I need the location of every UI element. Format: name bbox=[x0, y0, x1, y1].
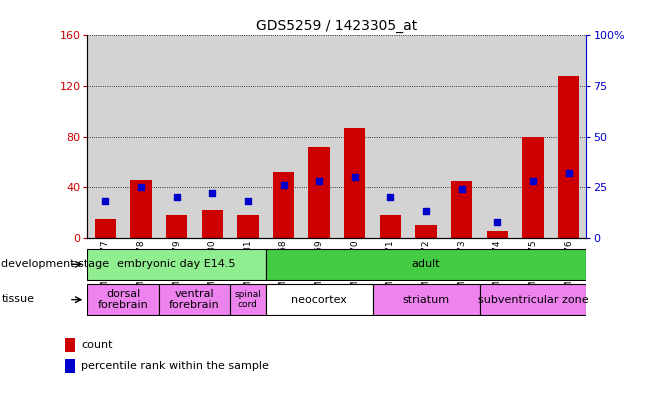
Text: count: count bbox=[82, 340, 113, 350]
Text: neocortex: neocortex bbox=[291, 295, 347, 305]
Bar bbox=[444, 35, 480, 238]
Point bbox=[350, 174, 360, 180]
Point bbox=[207, 190, 218, 196]
Text: striatum: striatum bbox=[402, 295, 450, 305]
Text: ventral
forebrain: ventral forebrain bbox=[169, 289, 220, 310]
Bar bbox=[373, 284, 480, 315]
Bar bbox=[87, 35, 123, 238]
Bar bbox=[202, 210, 223, 238]
Point bbox=[314, 178, 324, 184]
Bar bbox=[380, 215, 401, 238]
Bar bbox=[266, 249, 586, 280]
Bar bbox=[480, 284, 586, 315]
Point bbox=[492, 219, 503, 225]
Bar bbox=[159, 284, 230, 315]
Point bbox=[421, 208, 432, 215]
Bar bbox=[451, 181, 472, 238]
Bar bbox=[344, 128, 365, 238]
Bar bbox=[130, 180, 152, 238]
Bar bbox=[558, 76, 579, 238]
Bar bbox=[230, 284, 266, 315]
Text: tissue: tissue bbox=[1, 294, 34, 305]
Bar bbox=[515, 35, 551, 238]
Bar bbox=[337, 35, 373, 238]
Bar bbox=[87, 249, 266, 280]
Point bbox=[171, 194, 181, 200]
Bar bbox=[237, 215, 259, 238]
Point bbox=[279, 182, 289, 188]
Text: development stage: development stage bbox=[1, 259, 110, 269]
Point bbox=[563, 170, 574, 176]
Bar bbox=[308, 147, 330, 238]
Bar bbox=[123, 35, 159, 238]
Text: percentile rank within the sample: percentile rank within the sample bbox=[82, 361, 269, 371]
Point bbox=[456, 186, 467, 192]
Bar bbox=[408, 35, 444, 238]
Bar bbox=[266, 284, 373, 315]
Point bbox=[100, 198, 110, 204]
Bar bbox=[415, 225, 437, 238]
Bar bbox=[65, 359, 75, 373]
Text: spinal
cord: spinal cord bbox=[235, 290, 261, 309]
Point bbox=[385, 194, 395, 200]
Text: embryonic day E14.5: embryonic day E14.5 bbox=[117, 259, 236, 269]
Bar bbox=[95, 219, 116, 238]
Bar bbox=[273, 172, 294, 238]
Text: adult: adult bbox=[411, 259, 441, 269]
Text: dorsal
forebrain: dorsal forebrain bbox=[98, 289, 148, 310]
Text: subventricular zone: subventricular zone bbox=[478, 295, 588, 305]
Bar bbox=[266, 35, 301, 238]
Bar bbox=[373, 35, 408, 238]
Bar bbox=[230, 35, 266, 238]
Bar bbox=[301, 35, 337, 238]
Bar bbox=[65, 338, 75, 352]
Bar bbox=[87, 284, 159, 315]
Bar bbox=[194, 35, 230, 238]
Point bbox=[527, 178, 538, 184]
Point bbox=[135, 184, 146, 190]
Bar bbox=[487, 231, 508, 238]
Bar bbox=[159, 35, 194, 238]
Title: GDS5259 / 1423305_at: GDS5259 / 1423305_at bbox=[257, 19, 417, 33]
Point bbox=[242, 198, 253, 204]
Bar bbox=[166, 215, 187, 238]
Bar bbox=[551, 35, 586, 238]
Bar bbox=[480, 35, 515, 238]
Bar bbox=[522, 136, 544, 238]
